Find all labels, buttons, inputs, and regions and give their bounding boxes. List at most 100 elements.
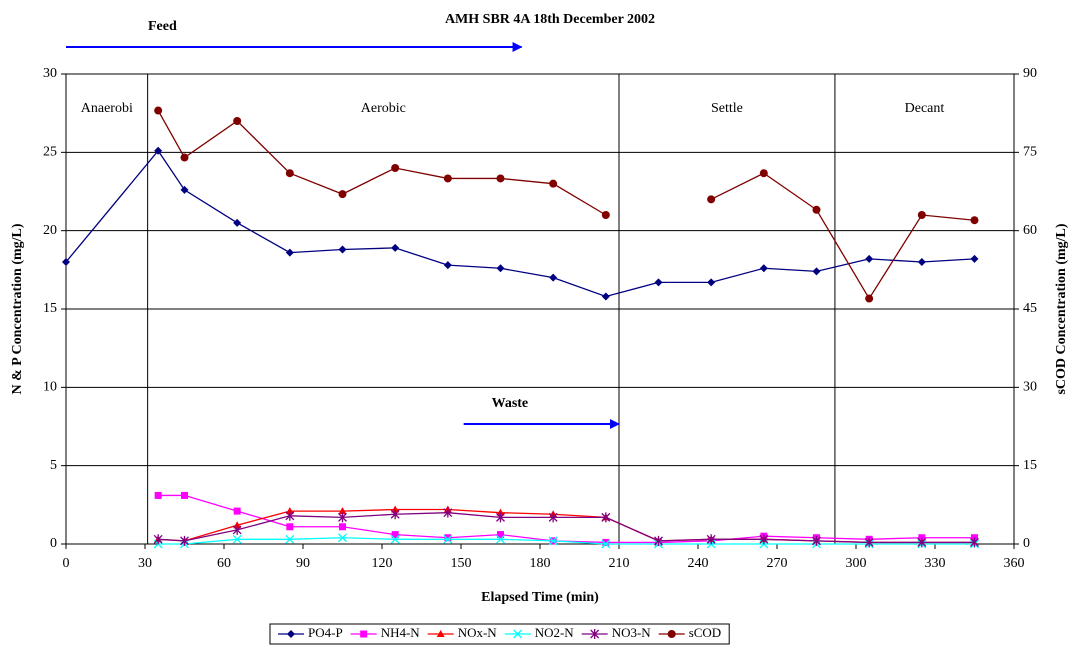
data-point (391, 243, 400, 252)
series-line (158, 508, 975, 544)
series-line (157, 110, 975, 300)
arrow-label: Feed (148, 19, 177, 34)
data-point (497, 531, 504, 539)
data-point (338, 533, 347, 543)
y2-tick-label: 45 (1023, 301, 1037, 316)
data-point (759, 534, 769, 545)
data-point (496, 534, 505, 544)
x-tick-label: 150 (451, 556, 472, 571)
data-point (496, 174, 505, 183)
phase-label: Decant (905, 101, 945, 116)
x-tick-label: 270 (767, 556, 788, 571)
data-point (707, 195, 716, 204)
data-point (285, 510, 295, 521)
data-point (706, 534, 716, 545)
x-tick-label: 330 (925, 556, 946, 571)
data-point (339, 523, 346, 531)
data-point (154, 106, 163, 115)
y2-axis-title: sCOD Concentration (mg/L) (1054, 223, 1069, 394)
x-tick-label: 210 (609, 556, 630, 571)
arrow-label: Waste (492, 396, 529, 411)
data-point (154, 491, 162, 499)
x-tick-label: 360 (1004, 556, 1025, 571)
y2-tick-label: 75 (1023, 145, 1037, 160)
data-point (759, 264, 768, 273)
data-point (285, 507, 294, 515)
data-point (443, 261, 452, 270)
data-point (496, 512, 505, 523)
data-point (917, 258, 926, 266)
x-tick-label: 0 (63, 556, 70, 571)
legend-label: NOx-N (458, 625, 498, 640)
data-point (285, 248, 294, 257)
phase-label: Aerobic (361, 101, 406, 116)
y-tick-label: 15 (43, 301, 57, 316)
data-point (338, 512, 347, 523)
data-point (548, 512, 558, 523)
x-tick-label: 120 (372, 556, 393, 571)
data-point (233, 521, 242, 529)
data-point (286, 523, 294, 531)
data-point (153, 534, 163, 545)
y2-tick-label: 30 (1023, 380, 1037, 395)
data-point (181, 491, 188, 499)
data-point (917, 537, 927, 548)
data-point (970, 216, 979, 225)
chart-title: AMH SBR 4A 18th December 2002 (445, 12, 655, 27)
data-point (180, 185, 189, 194)
legend-marker (590, 629, 600, 639)
data-point (917, 211, 926, 219)
data-point (496, 508, 505, 516)
data-point (154, 146, 163, 155)
data-point (601, 512, 611, 523)
data-point (549, 179, 558, 188)
legend-box (269, 623, 730, 645)
data-point (812, 535, 821, 546)
data-point (601, 292, 610, 301)
data-point (759, 169, 768, 178)
data-point (654, 278, 663, 287)
legend-marker (436, 630, 445, 637)
data-point (180, 535, 189, 546)
data-point (707, 278, 716, 287)
data-point (443, 174, 452, 183)
data-point (812, 205, 821, 214)
y2-tick-label: 15 (1023, 458, 1037, 473)
data-point (233, 507, 241, 515)
data-point (390, 509, 400, 520)
x-tick-label: 30 (138, 556, 152, 571)
y-tick-label: 10 (43, 380, 57, 395)
data-point (865, 254, 874, 263)
data-point (233, 218, 242, 227)
data-point (391, 531, 399, 539)
data-point (62, 258, 70, 266)
data-point (443, 507, 453, 518)
legend-marker (513, 629, 523, 639)
y-tick-label: 30 (43, 66, 57, 81)
x-axis-title: Elapsed Time (min) (481, 590, 599, 605)
x-tick-label: 240 (688, 556, 709, 571)
legend-label: sCOD (689, 625, 722, 640)
data-point (654, 535, 663, 546)
legend: PO4-P NH4-N NOx-N NO2-N NO3-N sCOD (269, 623, 730, 645)
y-tick-label: 20 (43, 223, 57, 238)
data-point (233, 117, 242, 125)
data-point (548, 536, 558, 546)
y-tick-label: 5 (50, 458, 57, 473)
data-point (285, 169, 294, 178)
data-point (338, 245, 347, 254)
data-point (391, 164, 400, 172)
y2-tick-label: 0 (1023, 536, 1030, 551)
legend-label: NH4-N (381, 625, 421, 640)
legend-label: NO2-N (535, 625, 575, 640)
phase-label: Anaerobi (81, 101, 133, 116)
x-tick-label: 90 (296, 556, 310, 571)
data-point (864, 537, 874, 548)
data-point (970, 254, 979, 263)
x-tick-label: 300 (846, 556, 867, 571)
data-point (496, 264, 505, 273)
data-point (180, 153, 189, 162)
data-point (970, 537, 979, 548)
data-point (601, 539, 611, 549)
